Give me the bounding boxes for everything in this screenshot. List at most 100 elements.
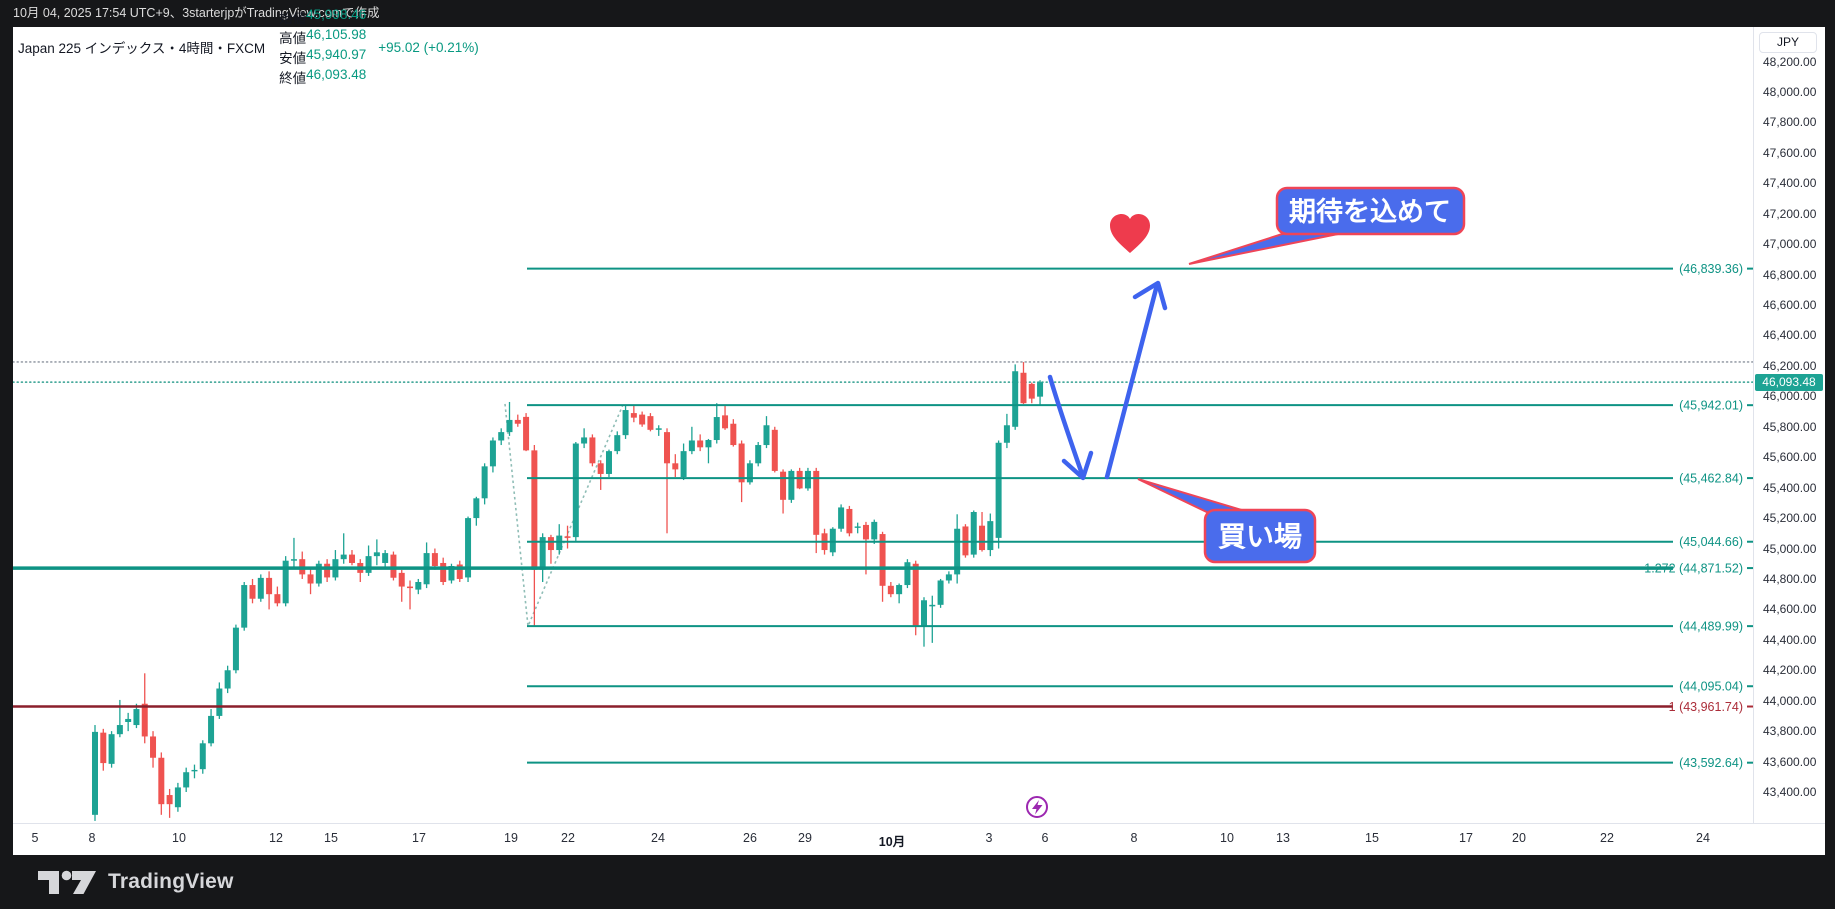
- candle-body: [232, 627, 239, 671]
- time-axis-label: 29: [798, 831, 812, 845]
- candle-body: [564, 536, 571, 538]
- time-axis-label: 24: [1696, 831, 1710, 845]
- candle-body: [456, 564, 463, 579]
- candle-body: [887, 585, 894, 595]
- candle-body: [282, 560, 289, 604]
- attribution-bar: 10月 04, 2025 17:54 UTC+9、3starterjpがTrad…: [0, 0, 1835, 27]
- change-value: +95.02 (+0.21%): [378, 39, 479, 55]
- price-axis-label: 47,600.00: [1763, 145, 1817, 160]
- candle-body: [489, 440, 496, 467]
- candle-body: [730, 423, 737, 446]
- ohlc-field-label: 安値: [279, 51, 307, 66]
- candle-body: [945, 574, 952, 581]
- ohlc-field-value: 45,998.46: [306, 7, 367, 22]
- price-axis-label: 46,600.00: [1763, 298, 1817, 313]
- candle-body: [954, 528, 961, 575]
- price-axis-label: 44,800.00: [1763, 571, 1817, 586]
- time-axis-label: 10月: [878, 835, 906, 849]
- candle-body: [713, 417, 720, 441]
- ohlc-field: 始値 45,998.46: [279, 7, 366, 27]
- time-axis-label: 10: [1220, 831, 1234, 845]
- time-axis-label: 19: [504, 831, 518, 845]
- candle-body: [398, 572, 405, 587]
- candle-body: [465, 518, 472, 578]
- candle-body: [257, 577, 264, 599]
- heart-icon[interactable]: [1110, 214, 1150, 253]
- callout-kaiba-label: 買い場: [1218, 521, 1302, 552]
- fib-level-lines[interactable]: (46,839.36) (45,942.01) (45,462.84) (45,044…: [13, 262, 1753, 770]
- price-axis-label: 45,600.00: [1763, 450, 1817, 465]
- candle-body: [697, 440, 704, 448]
- callout-kaiba[interactable]: 買い場: [1137, 478, 1317, 564]
- candle-body: [448, 566, 455, 581]
- candle-body: [896, 585, 903, 595]
- candle-body: [846, 508, 853, 534]
- price-dotted-lines: [13, 361, 1753, 383]
- drawn-arrow-down[interactable]: [1047, 374, 1094, 481]
- candle-body: [829, 528, 836, 553]
- time-axis-label: 13: [1276, 831, 1290, 845]
- candle-body: [688, 440, 695, 452]
- time-axis-label: 5: [31, 831, 39, 845]
- candle-body: [581, 437, 588, 444]
- candle-body: [738, 443, 745, 483]
- candle-body: [224, 670, 231, 689]
- price-axis-label: 48,200.00: [1763, 54, 1817, 69]
- price-axis-label: 44,400.00: [1763, 632, 1817, 647]
- candle-body: [166, 795, 173, 805]
- candle-body: [365, 556, 372, 573]
- fib-level-label: 1.272 (44,871.52): [1644, 562, 1743, 576]
- candle-body: [431, 553, 438, 567]
- last-price-badge: 46,093.48: [1755, 373, 1823, 391]
- candle-body: [605, 451, 612, 474]
- tradingview-logo-text[interactable]: TradingView: [108, 870, 234, 893]
- time-axis-label: 10: [172, 831, 186, 845]
- candle-body: [415, 582, 422, 590]
- candle-body: [871, 521, 878, 540]
- callout-kitai[interactable]: 期待を込めて: [1188, 186, 1466, 265]
- fib-level-label: (46,839.36): [1679, 262, 1743, 276]
- candle-body: [216, 688, 223, 716]
- price-axis-label: 46,200.00: [1763, 358, 1817, 373]
- candle-body: [813, 470, 820, 535]
- chart-plot[interactable]: (46,839.36) (45,942.01) (45,462.84) (45,044…: [13, 27, 1753, 823]
- candle-body: [796, 470, 803, 489]
- candle-body: [133, 709, 140, 726]
- fib-level-label: (45,942.01): [1679, 399, 1743, 413]
- candle-body: [556, 535, 563, 551]
- candle-body: [904, 562, 911, 586]
- ohlc-field: 終値 46,093.48: [279, 67, 366, 87]
- price-scale[interactable]: JPY 48,200.00 48,000.00 47,800.00 47,600.00…: [1753, 27, 1825, 823]
- tradingview-logo-icon[interactable]: [37, 867, 99, 897]
- candle-body: [523, 416, 530, 451]
- candle-body: [125, 718, 132, 723]
- drawn-arrow-up[interactable]: [1104, 280, 1168, 480]
- callout-kitai-label: 期待を込めて: [1289, 197, 1451, 227]
- candle-body: [705, 440, 712, 448]
- candle-body: [664, 432, 671, 464]
- price-axis-label: 43,400.00: [1763, 785, 1817, 799]
- candle-body: [324, 563, 331, 578]
- ohlc-field-label: 高値: [279, 31, 307, 46]
- candle-body: [141, 703, 148, 737]
- ohlc-field-label: 終値: [279, 71, 307, 86]
- fib-trendline-dotted[interactable]: [504, 403, 624, 630]
- currency-badge[interactable]: JPY: [1759, 32, 1817, 53]
- ohlc-field: 安値 45,940.97: [279, 47, 366, 67]
- time-scale[interactable]: 5 8 10 12 15 17 19 22 24 26 29 10月 3 6 8 10 13 15 17 20 22 24: [13, 823, 1825, 855]
- symbol-title[interactable]: Japan 225 インデックス・4時間・FXCM: [18, 41, 266, 56]
- price-axis-label: 47,400.00: [1763, 176, 1817, 191]
- fib-anchor-trendline[interactable]: [504, 403, 624, 630]
- ohlc-field-value: 45,940.97: [306, 47, 367, 62]
- candle-body: [597, 463, 604, 474]
- price-axis-label: 44,000.00: [1763, 693, 1817, 708]
- fib-level-label: 1 (43,961.74): [1669, 700, 1743, 714]
- candle-body: [755, 445, 762, 464]
- candle-body: [1020, 372, 1027, 404]
- candle-body: [771, 429, 778, 471]
- lightning-icon[interactable]: [1026, 796, 1048, 818]
- fib-level-label: (45,044.66): [1679, 535, 1743, 549]
- time-axis-label: 6: [1041, 831, 1049, 845]
- candle-body: [912, 563, 919, 627]
- fib-level-label: (45,462.84): [1679, 472, 1743, 486]
